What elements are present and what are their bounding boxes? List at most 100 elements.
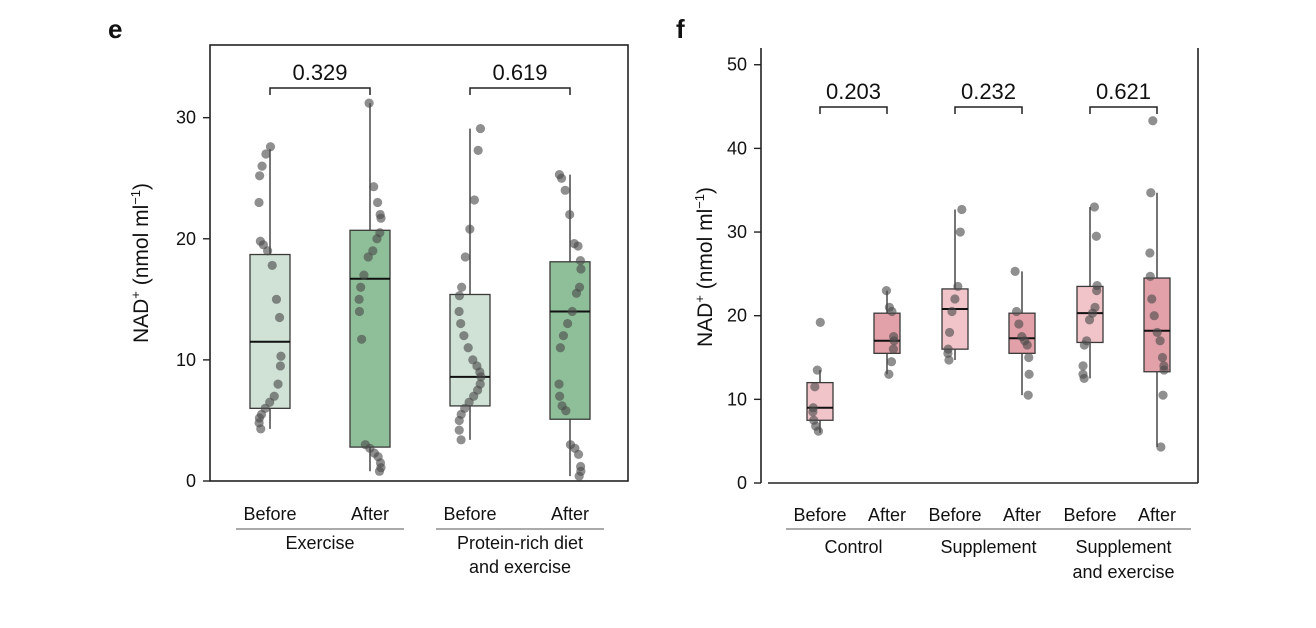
category-label-before: Before bbox=[443, 504, 496, 524]
significance-bracket bbox=[819, 106, 888, 114]
y-tick-label: 50 bbox=[727, 55, 747, 75]
data-point bbox=[463, 343, 473, 353]
data-point bbox=[276, 351, 286, 361]
data-point bbox=[558, 331, 569, 341]
group-exercise: 0.329 Before After Exercise bbox=[236, 60, 404, 553]
data-point bbox=[369, 182, 379, 192]
data-point bbox=[1084, 315, 1095, 325]
data-point bbox=[271, 294, 282, 304]
data-point bbox=[888, 344, 898, 354]
data-point bbox=[256, 424, 266, 434]
category-label-before: Before bbox=[1063, 505, 1116, 525]
data-point bbox=[1146, 188, 1156, 198]
group-control: 0.203 Before After Control bbox=[786, 79, 921, 557]
data-point bbox=[459, 331, 469, 341]
data-point bbox=[457, 282, 467, 292]
y-tick-label: 30 bbox=[176, 108, 196, 128]
data-point bbox=[813, 426, 824, 436]
panel-letter: e bbox=[108, 14, 122, 44]
data-point bbox=[556, 173, 567, 183]
category-label-after: After bbox=[1138, 505, 1176, 525]
data-point bbox=[254, 197, 264, 208]
data-point bbox=[456, 435, 466, 445]
y-axis-title: NAD+ (nmol ml−1) bbox=[692, 187, 717, 347]
data-point bbox=[1157, 352, 1168, 363]
category-label-after: After bbox=[551, 504, 589, 524]
data-point bbox=[1092, 285, 1102, 296]
data-point bbox=[454, 291, 465, 301]
data-point bbox=[376, 213, 386, 223]
data-point bbox=[363, 252, 373, 262]
data-point bbox=[1145, 248, 1155, 258]
box-after bbox=[349, 229, 391, 448]
group-label: Supplement bbox=[940, 537, 1036, 557]
significance-bracket bbox=[1089, 106, 1158, 114]
group-label: and exercise bbox=[469, 557, 571, 577]
category-label-before: Before bbox=[243, 504, 296, 524]
data-point bbox=[1011, 306, 1022, 317]
data-point bbox=[808, 407, 818, 417]
group-label: Supplement bbox=[1075, 537, 1171, 557]
data-point bbox=[886, 357, 897, 367]
y-tick-label: 10 bbox=[176, 350, 196, 370]
data-point bbox=[1145, 271, 1155, 281]
data-point bbox=[373, 197, 383, 208]
data-point bbox=[265, 142, 276, 152]
data-point bbox=[944, 327, 955, 338]
data-point bbox=[460, 252, 470, 262]
data-point bbox=[1158, 390, 1168, 400]
y-tick-label: 20 bbox=[176, 229, 196, 249]
data-point bbox=[1091, 231, 1101, 241]
y-tick-label: 40 bbox=[727, 138, 747, 158]
significance-bracket bbox=[269, 87, 371, 95]
data-point bbox=[575, 255, 586, 266]
y-tick-label: 0 bbox=[737, 473, 747, 493]
data-point bbox=[465, 224, 475, 234]
data-point bbox=[274, 312, 285, 323]
data-point bbox=[1024, 369, 1034, 379]
data-point bbox=[957, 204, 967, 215]
chart-panel-e: e 0 10 20 30 NAD+ (nmol ml−1) 0.329 Before After… bbox=[108, 14, 629, 577]
data-point bbox=[257, 161, 267, 171]
data-point bbox=[561, 406, 571, 416]
y-tick-label: 30 bbox=[727, 222, 747, 242]
data-point bbox=[1147, 294, 1157, 304]
data-point bbox=[354, 294, 364, 304]
data-point bbox=[1010, 266, 1020, 276]
data-point bbox=[356, 282, 366, 292]
chart-panel-f: f 0 10 20 30 40 50 NAD+ (nmol ml−1) 0.203 Before A… bbox=[676, 14, 1199, 582]
category-label-before: Before bbox=[793, 505, 846, 525]
data-point bbox=[454, 306, 464, 317]
data-point bbox=[1024, 352, 1034, 363]
category-label-after: After bbox=[1003, 505, 1041, 525]
data-point bbox=[1156, 442, 1166, 452]
group-label: and exercise bbox=[1072, 562, 1174, 582]
data-point bbox=[255, 171, 265, 181]
category-label-after: After bbox=[351, 504, 389, 524]
data-point bbox=[1079, 340, 1089, 350]
data-point bbox=[1159, 365, 1169, 375]
data-point bbox=[574, 471, 584, 481]
category-label-before: Before bbox=[928, 505, 981, 525]
data-point bbox=[372, 234, 382, 244]
data-point bbox=[947, 306, 957, 317]
p-value-label: 0.329 bbox=[292, 60, 347, 85]
data-point bbox=[1022, 340, 1032, 350]
data-point bbox=[560, 185, 570, 195]
p-value-label: 0.232 bbox=[961, 79, 1016, 104]
data-point bbox=[354, 306, 365, 317]
data-point bbox=[1078, 361, 1088, 371]
data-point bbox=[815, 317, 825, 327]
data-point bbox=[944, 355, 954, 365]
p-value-label: 0.203 bbox=[826, 79, 881, 104]
data-point bbox=[364, 98, 374, 108]
data-point bbox=[263, 246, 273, 256]
data-point bbox=[1152, 327, 1162, 338]
data-point bbox=[953, 281, 963, 292]
group-supplement-and-exercise: 0.621 Before After Supplement and exercise bbox=[1056, 79, 1191, 582]
data-point bbox=[573, 241, 583, 251]
data-point bbox=[357, 334, 367, 344]
data-point bbox=[267, 260, 277, 271]
p-value-label: 0.621 bbox=[1096, 79, 1151, 104]
